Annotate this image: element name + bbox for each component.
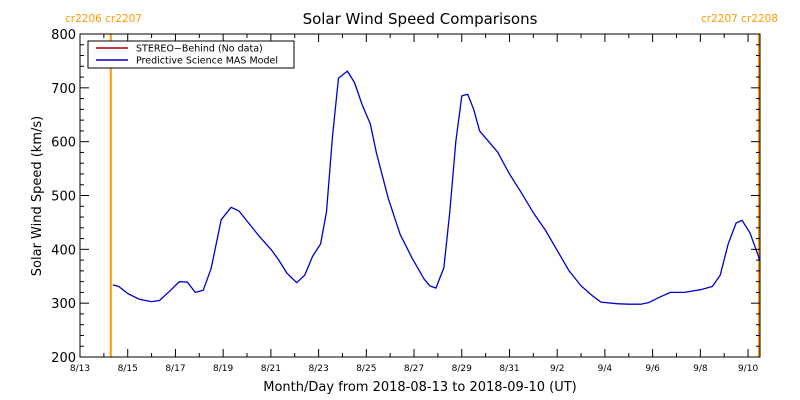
x-tick-label: 8/23 xyxy=(308,364,328,374)
x-axis: 8/13 8/15 8/17 8/19 8/21 8/23 8/25 8/27 8/29 8/31… xyxy=(70,34,758,374)
x-tick-label: 9/8 xyxy=(693,364,708,374)
y-tick-label: 300 xyxy=(51,297,76,312)
x-tick-label: 8/21 xyxy=(261,364,281,374)
y-tick-label: 500 xyxy=(51,190,76,205)
y-tick-label: 200 xyxy=(51,351,76,366)
x-tick-label: 8/19 xyxy=(213,364,233,374)
series-line-1 xyxy=(112,70,761,305)
y-tick-label: 800 xyxy=(51,28,76,43)
series-lines xyxy=(112,70,761,305)
y-axis: 200 300 400 500 600 700 800 xyxy=(51,28,760,366)
legend-label-stereo: STEREO−Behind (No data) xyxy=(136,44,263,55)
y-tick-label: 600 xyxy=(51,136,76,151)
x-axis-label: Month/Day from 2018-08-13 to 2018-09-10 … xyxy=(263,380,576,395)
x-tick-label: 8/29 xyxy=(452,364,472,374)
y-tick-label: 700 xyxy=(51,82,76,97)
x-tick-label: 9/10 xyxy=(738,364,758,374)
x-tick-label: 8/13 xyxy=(70,364,90,374)
legend-box xyxy=(87,40,295,69)
x-tick-label: 9/6 xyxy=(645,364,660,374)
chart-title: Solar Wind Speed Comparisons xyxy=(303,10,538,28)
x-tick-label: 8/25 xyxy=(356,364,376,374)
x-tick-label: 8/15 xyxy=(118,364,138,374)
x-tick-label: 8/17 xyxy=(165,364,185,374)
legend: STEREO−Behind (No data) Predictive Scien… xyxy=(87,40,295,69)
x-tick-label: 9/2 xyxy=(550,364,564,374)
x-tick-label: 9/4 xyxy=(598,364,613,374)
x-tick-label: 8/31 xyxy=(499,364,519,374)
y-axis-label: Solar Wind Speed (km/s) xyxy=(30,116,45,276)
rotation-marker-label: cr2207 cr2208 xyxy=(701,13,778,25)
x-tick-label: 8/27 xyxy=(404,364,424,374)
rotation-marker-label: cr2206 cr2207 xyxy=(65,13,142,25)
legend-label-mas-model: Predictive Science MAS Model xyxy=(136,56,278,67)
y-tick-label: 400 xyxy=(51,243,76,258)
